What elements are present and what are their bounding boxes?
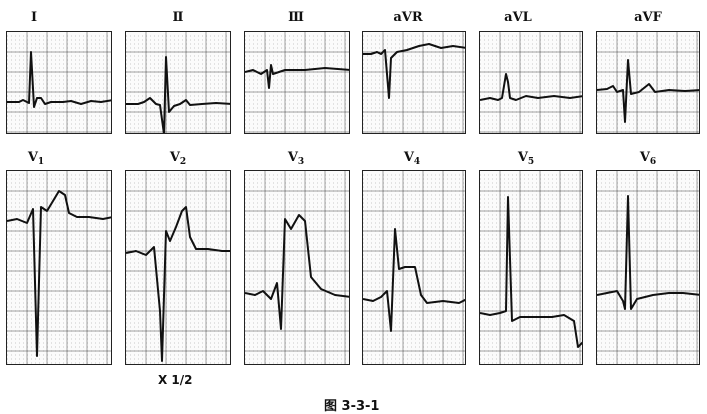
ecg-trace-V5 xyxy=(480,171,582,364)
ecg-grid xyxy=(480,171,582,364)
ecg-trace-III xyxy=(245,32,349,133)
ecg-grid xyxy=(597,171,699,364)
ecg-trace-aVL xyxy=(480,32,582,133)
ecg-waveform xyxy=(7,51,111,108)
ecg-panel-aVR xyxy=(362,31,466,134)
ecg-panel-V5 xyxy=(479,170,583,365)
ecg-panel-V1 xyxy=(6,170,112,365)
ecg-trace-V4 xyxy=(363,171,465,364)
lead-label-aVR: aVR xyxy=(393,10,423,25)
lead-label-V5: V5 xyxy=(517,150,535,167)
ecg-waveform xyxy=(363,228,465,332)
ecg-grid xyxy=(126,171,230,364)
ecg-waveform xyxy=(126,56,230,133)
ecg-trace-V6 xyxy=(597,171,699,364)
ecg-waveform xyxy=(597,195,699,310)
ecg-grid xyxy=(480,32,582,133)
ecg-waveform xyxy=(245,214,349,330)
ecg-grid xyxy=(363,171,465,364)
ecg-grid xyxy=(363,32,465,133)
ecg-panel-III xyxy=(244,31,350,134)
lead-label-III: Ⅲ xyxy=(288,10,304,25)
lead-label-V1: V1 xyxy=(27,150,45,167)
ecg-waveform xyxy=(126,206,230,362)
ecg-panel-V3 xyxy=(244,170,350,365)
ecg-panel-V2 xyxy=(125,170,231,365)
ecg-grid xyxy=(126,32,230,133)
ecg-panel-II xyxy=(125,31,231,134)
ecg-trace-V1 xyxy=(7,171,111,364)
ecg-panel-I xyxy=(6,31,112,134)
lead-label-V2: V2 xyxy=(169,150,187,167)
lead-label-aVL: aVL xyxy=(504,10,532,25)
ecg-panel-aVL xyxy=(479,31,583,134)
ecg-waveform xyxy=(597,59,699,123)
ecg-waveform xyxy=(245,64,349,89)
ecg-panel-aVF xyxy=(596,31,700,134)
ecg-panel-V4 xyxy=(362,170,466,365)
lead-label-aVF: aVF xyxy=(634,10,662,25)
ecg-grid xyxy=(245,32,349,133)
lead-label-V6: V6 xyxy=(639,150,657,167)
ecg-trace-aVR xyxy=(363,32,465,133)
ecg-trace-II xyxy=(126,32,230,133)
ecg-grid xyxy=(7,171,111,364)
ecg-waveform xyxy=(363,43,465,99)
figure-caption: 图 3-3-1 xyxy=(324,399,380,414)
lead-label-V3: V3 xyxy=(287,150,305,167)
scale-note: X 1/2 xyxy=(158,373,193,387)
ecg-grid xyxy=(245,171,349,364)
ecg-waveform xyxy=(7,190,111,357)
lead-label-I: Ⅰ xyxy=(30,10,38,25)
lead-label-V4: V4 xyxy=(403,150,421,167)
ecg-trace-I xyxy=(7,32,111,133)
ecg-grid xyxy=(7,32,111,133)
ecg-grid xyxy=(597,32,699,133)
ecg-waveform xyxy=(480,196,582,348)
ecg-trace-V3 xyxy=(245,171,349,364)
ecg-waveform xyxy=(480,73,582,101)
ecg-trace-aVF xyxy=(597,32,699,133)
lead-label-II: Ⅱ xyxy=(172,10,184,25)
ecg-trace-V2 xyxy=(126,171,230,364)
ecg-panel-V6 xyxy=(596,170,700,365)
